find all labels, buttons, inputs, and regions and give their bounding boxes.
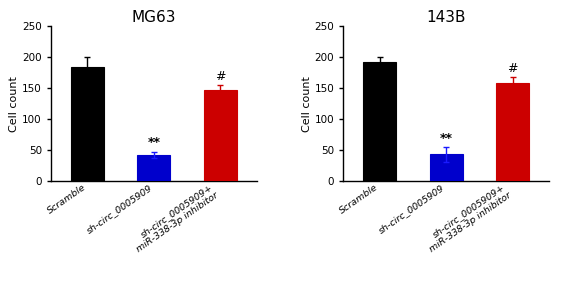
Text: **: **: [147, 136, 160, 150]
Text: #: #: [507, 62, 518, 74]
Bar: [363, 62, 396, 181]
Y-axis label: Cell count: Cell count: [302, 76, 312, 132]
Bar: [137, 155, 170, 181]
Title: 143B: 143B: [426, 10, 466, 25]
Bar: [496, 83, 529, 181]
Bar: [204, 90, 237, 181]
Y-axis label: Cell count: Cell count: [10, 76, 19, 132]
Bar: [430, 154, 463, 181]
Text: #: #: [215, 69, 225, 83]
Bar: [71, 67, 104, 181]
Title: MG63: MG63: [132, 10, 176, 25]
Text: **: **: [440, 131, 453, 145]
